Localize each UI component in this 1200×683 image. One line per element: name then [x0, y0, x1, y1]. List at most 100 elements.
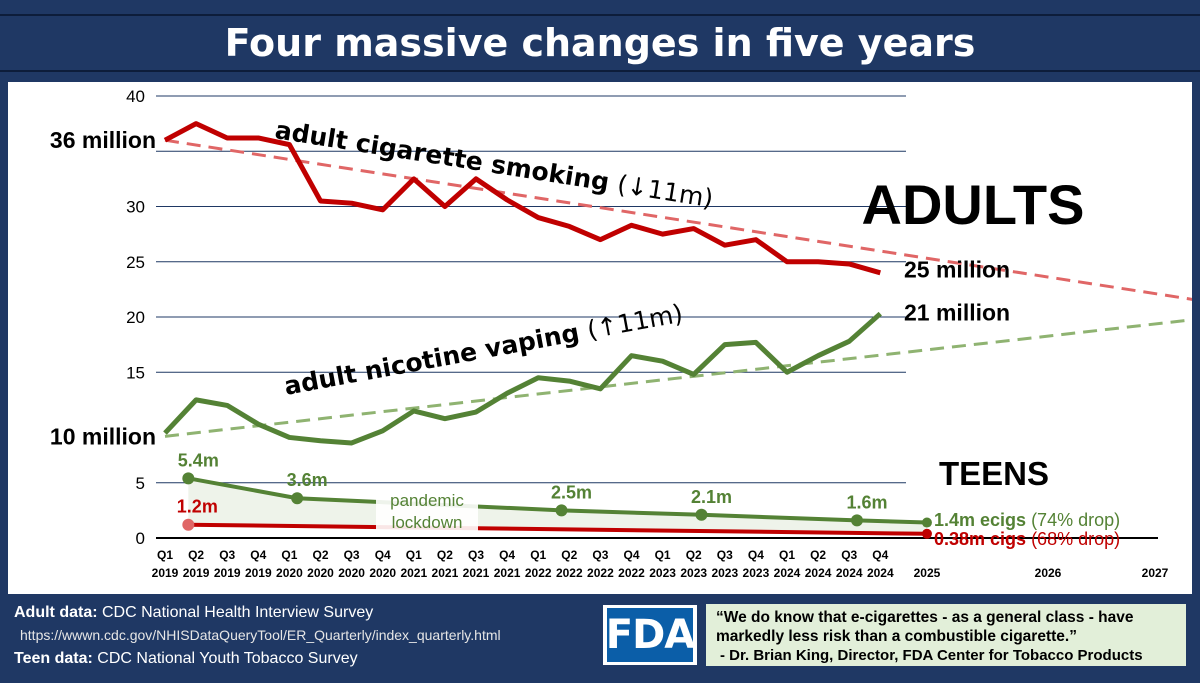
- x-tick-year: 2024: [867, 566, 894, 580]
- data-point: [921, 528, 932, 539]
- end-vaping-label: 21 million: [904, 300, 1010, 326]
- smoking-series-label: adult cigarette smoking (↓11m): [273, 115, 715, 213]
- data-point: [182, 518, 195, 531]
- x-tick-year: 2020: [338, 566, 365, 580]
- x-tick-year: 2019: [245, 566, 272, 580]
- adult-data-url[interactable]: https://wwwn.cdc.gov/NHISDataQueryTool/E…: [20, 627, 501, 643]
- y-tick-label: 5: [136, 474, 145, 493]
- x-tick-year: 2019: [152, 566, 179, 580]
- x-tick-year: 2020: [307, 566, 334, 580]
- quote-text: “We do know that e-cigarettes - as a gen…: [716, 609, 1134, 645]
- y-tick-label: 40: [126, 87, 145, 106]
- x-tick-year: 2023: [711, 566, 738, 580]
- x-tick-quarter: Q1: [655, 548, 671, 562]
- y-tick-label: 30: [126, 198, 145, 217]
- data-point: [921, 517, 932, 528]
- x-tick-year: 2022: [587, 566, 614, 580]
- page-title: Four massive changes in five years: [224, 21, 976, 65]
- x-tick-quarter: Q1: [530, 548, 546, 562]
- x-tick-quarter: Q4: [250, 548, 266, 562]
- teen-cig-end-label: 0.38m cigs (68% drop): [934, 529, 1120, 549]
- x-tick-quarter: Q3: [219, 548, 235, 562]
- teen-ecig-value: 2.1m: [691, 487, 732, 507]
- x-tick-quarter: Q1: [406, 548, 422, 562]
- end-smoking-label: 25 million: [904, 256, 1010, 282]
- x-tick-quarter: Q4: [623, 548, 639, 562]
- series-line: [163, 311, 882, 446]
- x-tick-quarter: Q3: [592, 548, 608, 562]
- x-tick-year: 2019: [214, 566, 241, 580]
- x-tick-year: 2026: [1035, 566, 1062, 580]
- x-tick-year: 2025: [914, 566, 941, 580]
- x-tick-quarter: Q3: [841, 548, 857, 562]
- teen-ecig-value: 3.6m: [287, 470, 328, 490]
- smoking-label-text: adult cigarette smoking: [273, 115, 620, 198]
- x-tick-year: 2024: [836, 566, 863, 580]
- x-tick-year: 2020: [276, 566, 303, 580]
- footer: Adult data: CDC National Health Intervie…: [0, 594, 1200, 683]
- x-tick-year: 2021: [463, 566, 490, 580]
- x-tick-year: 2021: [400, 566, 427, 580]
- ecig-end-value: 1.4m ecigs: [934, 510, 1031, 530]
- vaping-label-text: adult nicotine vaping: [282, 316, 590, 401]
- teen-cig-value: 1.2m: [177, 497, 218, 517]
- x-tick-quarter: Q2: [188, 548, 204, 562]
- x-tick-year: 2022: [525, 566, 552, 580]
- x-tick-quarter: Q2: [810, 548, 826, 562]
- x-tick-quarter: Q3: [468, 548, 484, 562]
- series-line: [188, 522, 927, 536]
- fda-logo: FDA: [600, 602, 700, 668]
- x-tick-quarter: Q1: [779, 548, 795, 562]
- series-line: [187, 476, 928, 525]
- x-tick-year: 2019: [183, 566, 210, 580]
- x-tick-year: 2021: [432, 566, 459, 580]
- teen-ecig-value: 5.4m: [178, 450, 219, 470]
- x-tick-year: 2023: [649, 566, 676, 580]
- trend-line: [164, 138, 1192, 301]
- x-tick-quarter: Q2: [561, 548, 577, 562]
- x-tick-quarter: Q2: [312, 548, 328, 562]
- quote-attribution: - Dr. Brian King, Director, FDA Center f…: [720, 647, 1143, 664]
- teen-data-label: Teen data:: [14, 650, 93, 667]
- quote-box: “We do know that e-cigarettes - as a gen…: [704, 602, 1188, 668]
- x-tick-year: 2023: [743, 566, 770, 580]
- x-tick-quarter: Q4: [375, 548, 391, 562]
- y-tick-label: 25: [126, 253, 145, 272]
- data-point: [555, 504, 568, 517]
- x-tick-quarter: Q4: [748, 548, 764, 562]
- vaping-change-text: (↑11m): [585, 299, 685, 345]
- line-chart: 051520253040Q12019Q22019Q32019Q42019Q120…: [50, 87, 1192, 580]
- adult-data-text: CDC National Health Interview Survey: [102, 604, 374, 621]
- pandemic-label: pandemic: [390, 491, 464, 510]
- x-tick-year: 2022: [618, 566, 645, 580]
- teen-data-source: Teen data: CDC National Youth Tobacco Su…: [14, 650, 358, 668]
- start-vaping-label: 10 million: [50, 423, 156, 449]
- teen-ecig-end-label: 1.4m ecigs (74% drop): [934, 510, 1120, 530]
- x-tick-year: 2020: [369, 566, 396, 580]
- teen-ecig-value: 1.6m: [846, 492, 887, 512]
- x-tick-year: 2021: [494, 566, 521, 580]
- cig-end-drop: (68% drop): [1031, 529, 1120, 549]
- adults-heading: ADULTS: [862, 173, 1085, 236]
- chart-panel: 0 5 15 20 25 30 40 Q1 2019 Q2 2019 Q3 2019 Q4 2019 Q1 20…: [8, 82, 1192, 594]
- lockdown-label: lockdown: [392, 513, 463, 532]
- cig-end-value: 0.38m cigs: [934, 529, 1031, 549]
- x-tick-quarter: Q4: [872, 548, 888, 562]
- adult-data-source: Adult data: CDC National Health Intervie…: [14, 604, 373, 622]
- x-tick-year: 2022: [556, 566, 583, 580]
- x-tick-quarter: Q4: [499, 548, 515, 562]
- fda-logo-text: FDA: [606, 608, 695, 662]
- x-tick-quarter: Q2: [437, 548, 453, 562]
- teen-data-text: CDC National Youth Tobacco Survey: [97, 650, 358, 667]
- x-tick-year: 2027: [1142, 566, 1169, 580]
- data-point: [695, 508, 708, 521]
- title-bar: Four massive changes in five years: [0, 14, 1200, 72]
- start-smoking-label: 36 million: [50, 127, 156, 153]
- teens-heading: TEENS: [939, 455, 1049, 492]
- x-tick-year: 2023: [680, 566, 707, 580]
- adult-data-label: Adult data:: [14, 604, 98, 621]
- x-tick-year: 2024: [774, 566, 801, 580]
- x-tick-quarter: Q2: [686, 548, 702, 562]
- teen-ecig-value: 2.5m: [551, 482, 592, 502]
- pandemic-box: [376, 485, 478, 535]
